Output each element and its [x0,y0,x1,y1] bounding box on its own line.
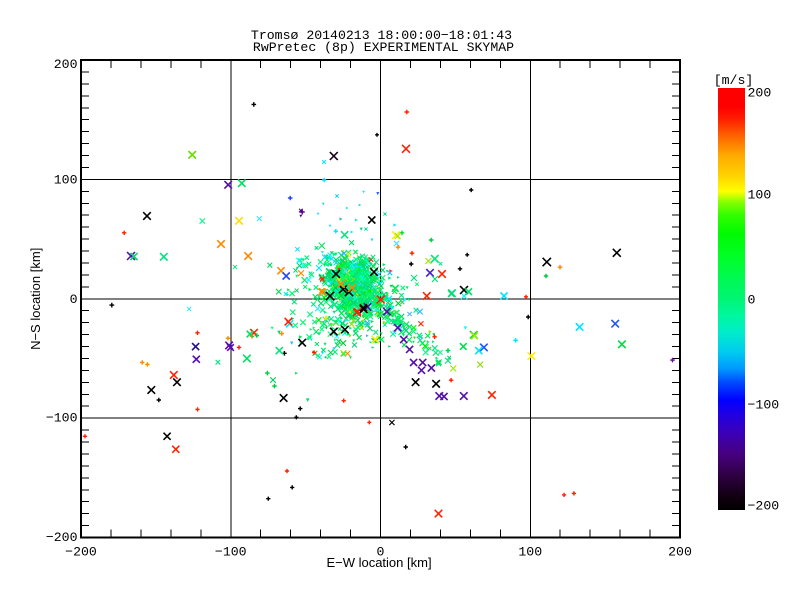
svg-text:N−S location [km]: N−S location [km] [28,248,43,350]
svg-text:0: 0 [377,545,385,560]
svg-text:200: 200 [668,545,692,560]
svg-text:200: 200 [748,86,772,101]
svg-text:[m/s]: [m/s] [714,73,754,88]
svg-text:100: 100 [54,173,78,188]
svg-text:−100: −100 [215,545,247,560]
svg-text:E−W location [km]: E−W location [km] [326,555,431,570]
svg-text:Tromsø 20140213 18:00:00−18:01: Tromsø 20140213 18:00:00−18:01:43 [251,28,512,43]
svg-text:0: 0 [70,292,78,307]
svg-text:−100: −100 [748,398,780,413]
svg-text:100: 100 [518,545,542,560]
svg-text:−200: −200 [46,530,78,545]
svg-text:200: 200 [54,57,78,72]
svg-text:100: 100 [748,188,772,203]
svg-text:−200: −200 [748,499,780,514]
svg-text:RwPretec (8p) EXPERIMENTAL SKY: RwPretec (8p) EXPERIMENTAL SKYMAP [253,40,514,55]
svg-text:−200: −200 [65,545,97,560]
svg-text:−100: −100 [46,411,78,426]
svg-text:0: 0 [748,293,756,308]
